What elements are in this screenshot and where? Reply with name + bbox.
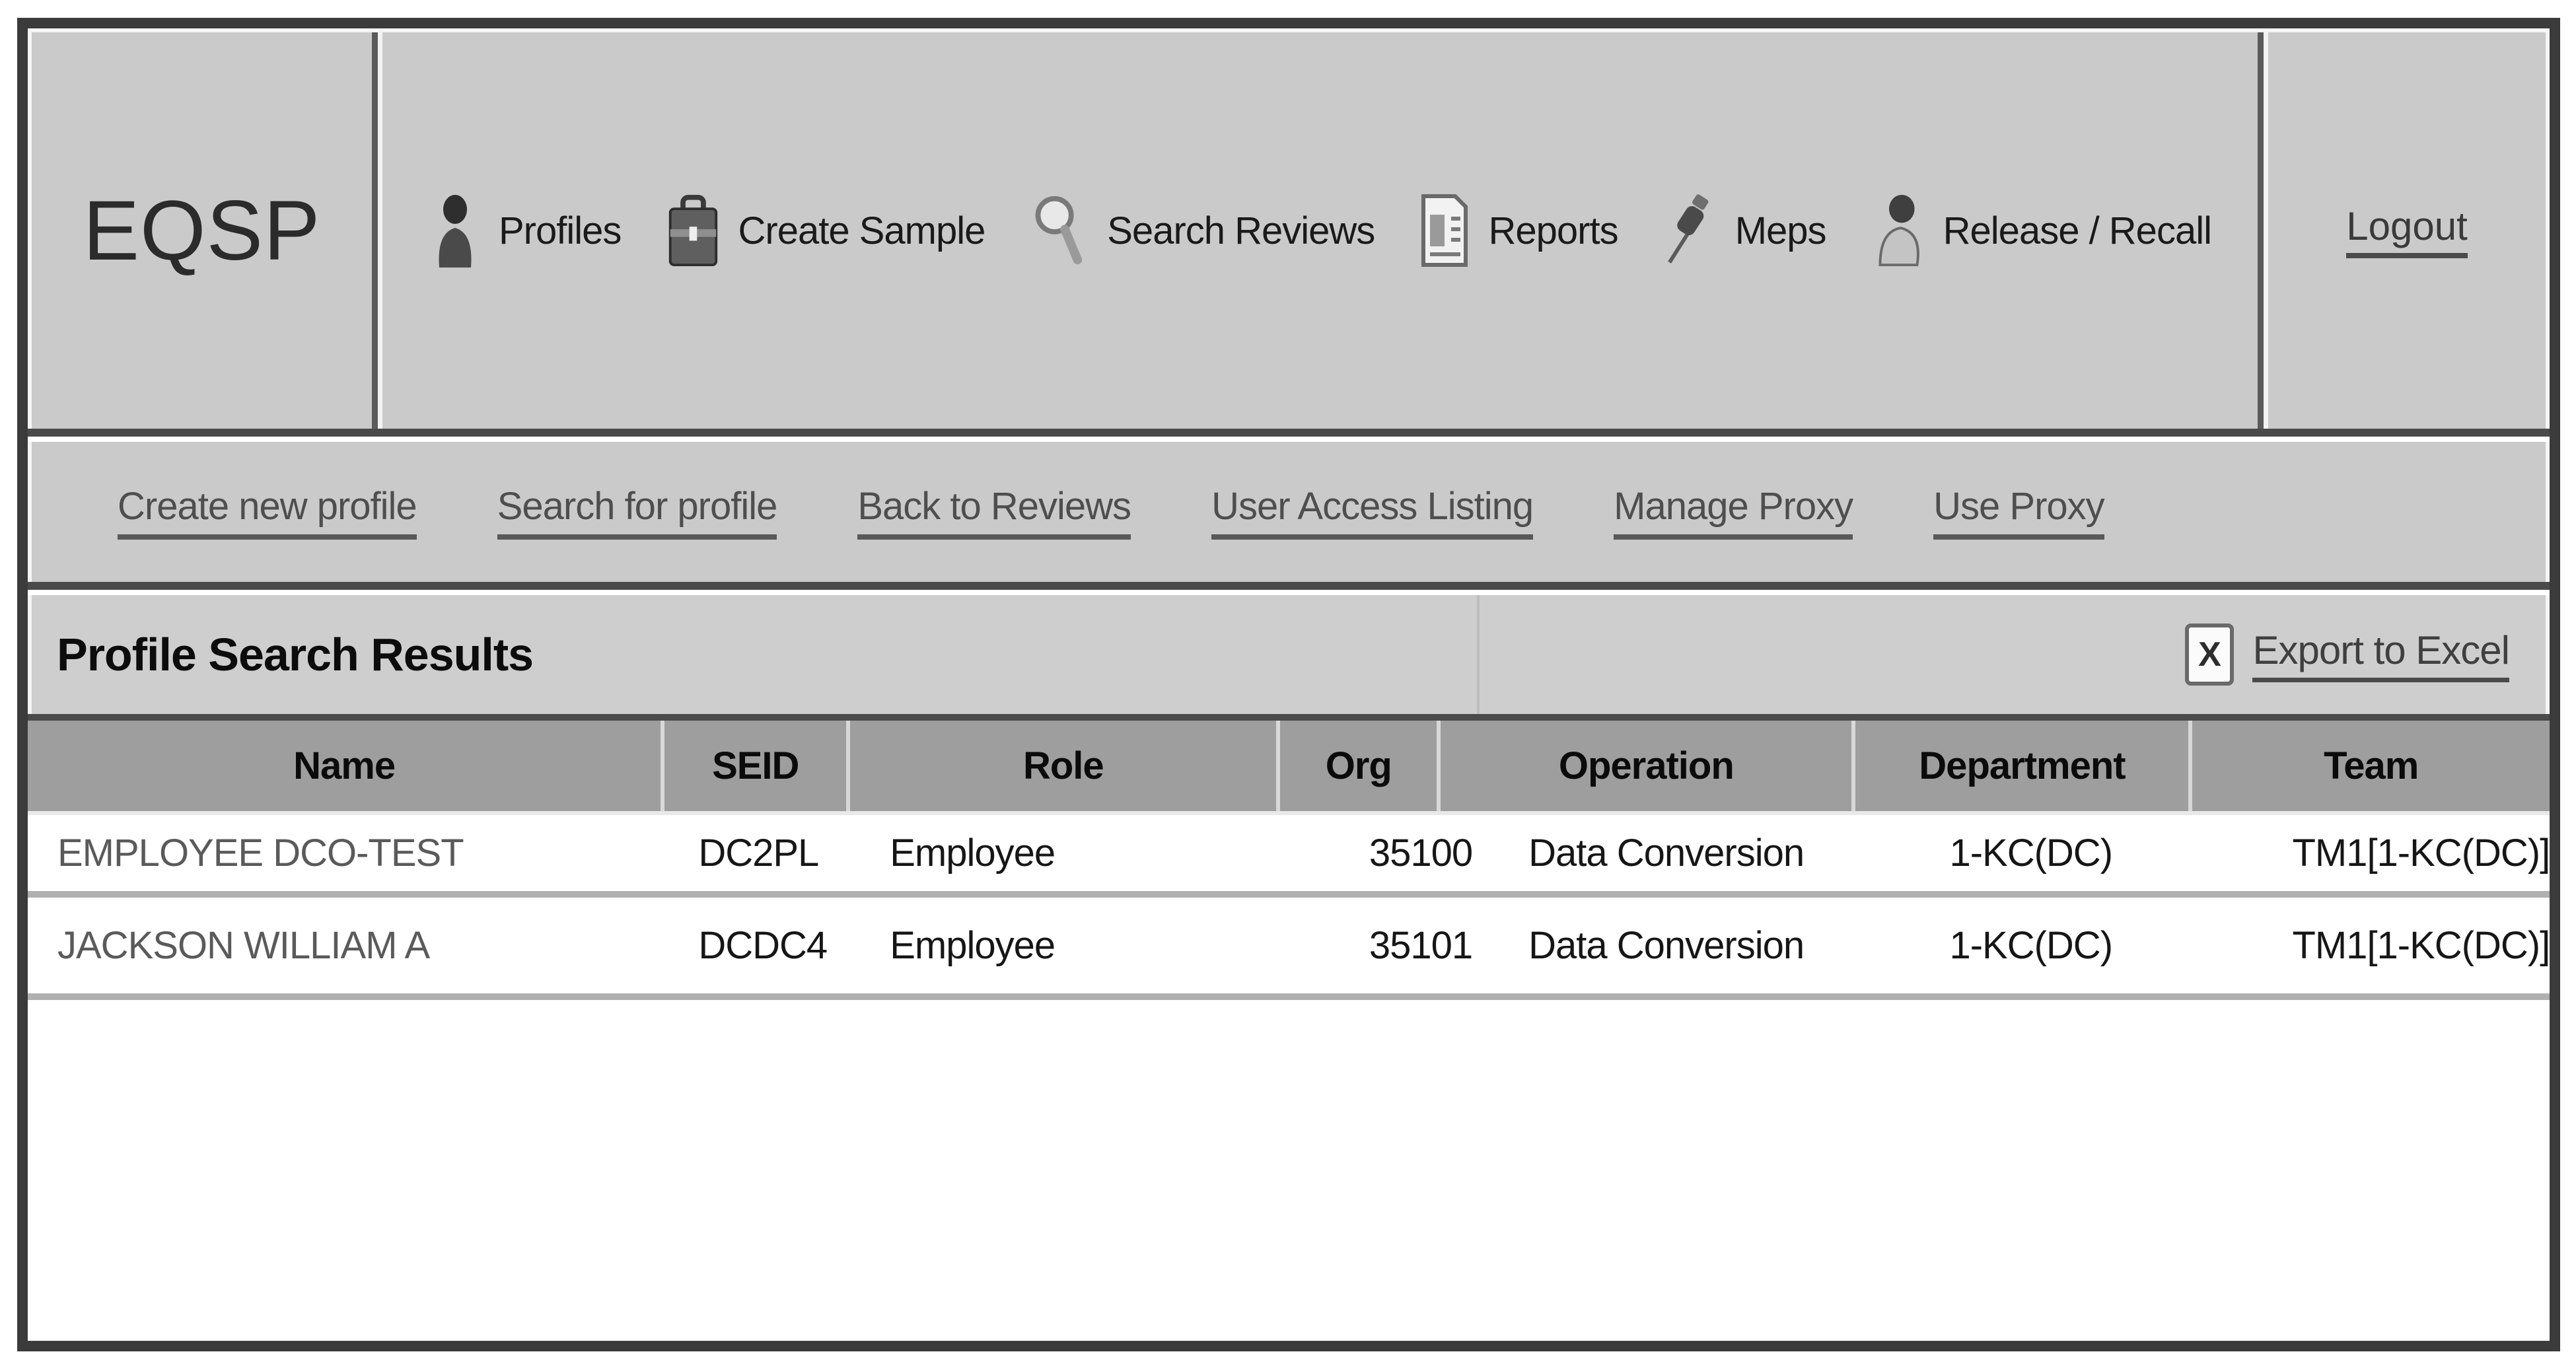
column-header-operation[interactable]: Operation xyxy=(1441,721,1856,811)
export-zone[interactable]: X Export to Excel xyxy=(2185,624,2546,686)
cell-department: 1-KC(DC) xyxy=(1949,832,2113,874)
nav-item-label: Release / Recall xyxy=(1943,209,2212,252)
excel-icon: X xyxy=(2185,624,2235,686)
band-divider-gap xyxy=(28,437,2550,442)
vertical-divider xyxy=(372,32,382,429)
cell-team: TM1[1-KC(DC)] xyxy=(2292,924,2550,967)
cell-seid: DC2PL xyxy=(698,832,819,874)
nav-item-search-reviews[interactable]: Search Reviews xyxy=(1029,194,1375,268)
nav-item-release-recall[interactable]: Release / Recall xyxy=(1870,194,2212,268)
cell-team: TM1[1-KC(DC)] xyxy=(2292,832,2550,874)
logout-zone: Logout xyxy=(2268,203,2546,258)
nav-item-label: Search Reviews xyxy=(1107,209,1375,252)
logout-link[interactable]: Logout xyxy=(2346,203,2468,258)
link-search-for-profile[interactable]: Search for profile xyxy=(497,484,777,540)
logo-zone: EQSP xyxy=(32,182,372,279)
page-title: Profile Search Results xyxy=(57,629,534,680)
row-separator xyxy=(28,891,2550,898)
cell-department: 1-KC(DC) xyxy=(1949,924,2113,967)
column-header-seid[interactable]: SEID xyxy=(664,721,851,811)
cell-operation: Data Conversion xyxy=(1528,924,1805,967)
cell-operation: Data Conversion xyxy=(1528,832,1805,874)
app-logo: EQSP xyxy=(83,183,321,278)
column-header-org[interactable]: Org xyxy=(1280,721,1441,811)
table-empty-area xyxy=(28,1000,2550,1341)
link-manage-proxy[interactable]: Manage Proxy xyxy=(1614,484,1853,540)
report-icon xyxy=(1418,194,1471,268)
column-header-role[interactable]: Role xyxy=(850,721,1281,811)
cell-role: Employee xyxy=(890,832,1055,874)
export-to-excel-link[interactable]: Export to Excel xyxy=(2252,627,2510,682)
cell-name: JACKSON WILLIAM A xyxy=(57,924,430,967)
table-header-row: Name SEID Role Org Operation Department … xyxy=(28,721,2550,811)
nav-item-create-sample[interactable]: Create Sample xyxy=(665,194,985,268)
app-window: EQSP Profiles Create Sample xyxy=(17,18,2560,1351)
vertical-divider xyxy=(2258,32,2268,429)
nav-item-profiles[interactable]: Profiles xyxy=(429,194,622,268)
sub-nav-bar: Create new profile Search for profile Ba… xyxy=(28,442,2550,582)
app-content: EQSP Profiles Create Sample xyxy=(28,28,2550,1341)
nav-item-label: Profiles xyxy=(499,209,622,252)
results-divider xyxy=(1477,595,1480,714)
briefcase-icon xyxy=(665,194,721,268)
cell-seid: DCDC4 xyxy=(698,924,828,967)
nav-item-reports[interactable]: Reports xyxy=(1418,194,1619,268)
link-user-access-listing[interactable]: User Access Listing xyxy=(1211,484,1534,540)
magnifier-icon xyxy=(1029,194,1091,268)
band-divider xyxy=(28,429,2550,437)
column-header-department[interactable]: Department xyxy=(1855,721,2193,811)
band-divider xyxy=(28,582,2550,590)
nav-item-label: Reports xyxy=(1488,209,1618,252)
person-release-icon xyxy=(1870,194,1926,268)
nav-item-label: Meps xyxy=(1735,209,1827,252)
results-header-bar: Profile Search Results X Export to Excel xyxy=(28,595,2550,714)
table-row[interactable]: EMPLOYEE DCO-TEST DC2PL Employee 35100 D… xyxy=(28,815,2550,891)
person-icon xyxy=(429,194,482,268)
top-nav-bar: EQSP Profiles Create Sample xyxy=(28,28,2550,429)
top-nav-items: Profiles Create Sample Search Reviews xyxy=(382,194,2258,268)
cell-org: 35101 xyxy=(1369,924,1473,967)
table-row[interactable]: JACKSON WILLIAM A DCDC4 Employee 35101 D… xyxy=(28,898,2550,993)
band-divider xyxy=(28,714,2550,721)
pushpin-icon xyxy=(1662,194,1718,268)
link-back-to-reviews[interactable]: Back to Reviews xyxy=(857,484,1131,540)
cell-name: EMPLOYEE DCO-TEST xyxy=(57,832,464,874)
table-header-underline xyxy=(28,811,2550,815)
cell-role: Employee xyxy=(890,924,1055,967)
band-divider-gap xyxy=(28,590,2550,595)
cell-org: 35100 xyxy=(1369,832,1473,874)
nav-item-meps[interactable]: Meps xyxy=(1662,194,1827,268)
link-use-proxy[interactable]: Use Proxy xyxy=(1933,484,2105,540)
column-header-name[interactable]: Name xyxy=(28,721,665,811)
nav-item-label: Create Sample xyxy=(738,209,986,252)
row-separator xyxy=(28,993,2550,1000)
column-header-team[interactable]: Team xyxy=(2324,744,2419,787)
link-create-new-profile[interactable]: Create new profile xyxy=(118,484,417,540)
